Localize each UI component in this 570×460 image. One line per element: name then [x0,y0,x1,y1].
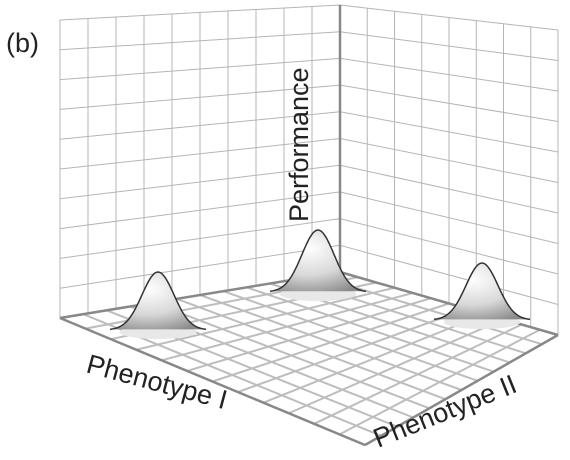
grid-line [339,138,559,183]
edge [59,316,366,447]
grid-line [339,218,559,275]
peak-outline [109,271,207,331]
edge [339,270,559,337]
grid-line [339,31,559,61]
grid-line [59,164,341,200]
grid-line [59,138,341,170]
panel-label: (b) [6,28,39,58]
grid-line [59,191,341,230]
grid-line [339,4,559,31]
grid-line [152,301,430,410]
grid-line [59,84,341,110]
grid-line [339,191,559,244]
grid-line [59,244,341,289]
grid-line [339,164,559,214]
grid-line [59,57,341,81]
peaks [109,229,531,339]
grid-line [339,57,559,92]
grid-line [59,4,341,21]
grid-line [223,290,478,382]
peak-outline [269,229,367,293]
peak [110,272,206,330]
grid-line [59,218,341,259]
peak [270,230,366,292]
grid-line [339,111,559,153]
peak-outline [433,262,531,321]
grid-line [176,297,446,401]
y-axis-label: Phenotype II [369,369,521,454]
grid-line [339,84,559,122]
grid-line [339,244,559,305]
grid-line [246,286,494,373]
z-axis-label: Performance [284,67,314,222]
grid-line [59,31,341,51]
grid-line [59,111,341,140]
grid-line [199,294,462,391]
edge [364,333,559,447]
peak [434,263,530,320]
